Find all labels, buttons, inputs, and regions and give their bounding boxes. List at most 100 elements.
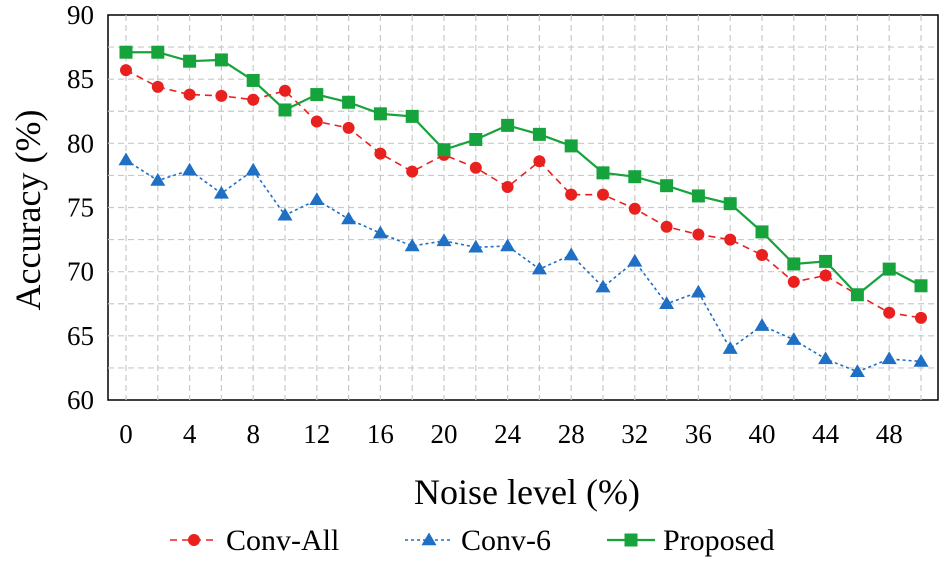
- x-tick-label: 48: [876, 419, 903, 449]
- data-point-proposed: [755, 225, 769, 239]
- data-point-conv-all: [151, 80, 164, 93]
- data-point-proposed: [310, 88, 324, 102]
- y-tick-label: 80: [67, 128, 94, 158]
- data-point-conv-all: [692, 228, 705, 241]
- data-point-conv-all: [787, 275, 800, 288]
- x-tick-label: 44: [812, 419, 840, 449]
- data-point-proposed: [278, 103, 292, 117]
- legend-marker-conv-6: [421, 532, 437, 546]
- x-tick-label: 36: [685, 419, 712, 449]
- data-point-conv-all: [310, 115, 323, 128]
- data-point-conv-all: [247, 93, 260, 106]
- x-tick-label: 32: [621, 419, 648, 449]
- data-point-proposed: [819, 254, 833, 268]
- y-tick-label: 90: [67, 0, 94, 30]
- data-point-conv-6: [531, 261, 547, 275]
- data-point-proposed: [405, 109, 419, 123]
- y-tick-label: 75: [67, 193, 94, 223]
- data-point-proposed: [469, 132, 483, 146]
- grid: [108, 15, 938, 400]
- data-point-conv-all: [565, 188, 578, 201]
- data-point-conv-6: [500, 238, 516, 252]
- data-point-conv-all: [915, 311, 927, 324]
- data-point-proposed: [119, 45, 133, 59]
- data-point-conv-all: [120, 64, 132, 77]
- legend-item-proposed: Proposed: [607, 524, 775, 557]
- data-point-conv-6: [309, 192, 325, 206]
- data-point-conv-6: [150, 173, 166, 186]
- data-point-proposed: [501, 118, 515, 132]
- data-point-conv-all: [533, 155, 546, 168]
- data-point-conv-6: [786, 332, 802, 345]
- data-point-proposed: [214, 53, 228, 67]
- y-tick-label: 85: [67, 64, 94, 94]
- data-point-proposed: [850, 288, 864, 302]
- data-point-conv-all: [469, 161, 482, 174]
- legend-item-conv-6: Conv-6: [405, 524, 551, 557]
- data-point-conv-all: [660, 220, 673, 233]
- legend-label-conv-all: Conv-All: [226, 524, 339, 557]
- series-line-conv-6: [125, 159, 922, 373]
- legend-marker-conv-all: [188, 534, 200, 546]
- data-point-proposed: [437, 143, 451, 157]
- data-point-conv-6: [372, 225, 388, 239]
- data-point-conv-all: [279, 84, 291, 97]
- data-point-conv-6: [563, 247, 579, 261]
- x-tick-labels: 0 4 8 12 16 20 24 28 32 36 40 44 48: [119, 419, 902, 449]
- legend-item-conv-all: Conv-All: [170, 524, 339, 557]
- y-tick-label: 70: [67, 257, 94, 287]
- data-point-conv-all: [883, 306, 896, 319]
- legend-marker-proposed: [624, 533, 638, 547]
- data-point-conv-6: [659, 296, 675, 309]
- legend-label-conv-6: Conv-6: [461, 524, 551, 557]
- x-tick-label: 40: [749, 419, 776, 449]
- y-tick-label: 65: [67, 321, 94, 351]
- data-point-conv-6: [213, 185, 229, 199]
- data-point-proposed: [691, 189, 705, 203]
- series-conv-all: [120, 64, 927, 324]
- x-tick-label: 8: [246, 419, 260, 449]
- data-point-proposed: [723, 197, 737, 211]
- data-point-conv-all: [342, 121, 355, 134]
- data-point-conv-all: [724, 233, 737, 246]
- data-point-conv-6: [913, 354, 929, 367]
- data-point-conv-6: [182, 162, 198, 176]
- data-point-conv-all: [374, 147, 387, 160]
- data-point-proposed: [787, 257, 801, 271]
- data-point-proposed: [183, 54, 197, 68]
- data-point-proposed: [532, 127, 546, 141]
- data-point-conv-all: [756, 248, 768, 261]
- y-axis-label: Accuracy (%): [8, 110, 48, 311]
- data-point-proposed: [373, 107, 387, 121]
- y-tick-labels: 60 65 70 75 80 85 90: [67, 0, 94, 415]
- data-point-conv-6: [818, 351, 834, 365]
- data-point-conv-all: [183, 88, 196, 101]
- x-tick-label: 12: [303, 419, 330, 449]
- series-layer: [118, 45, 929, 378]
- data-point-conv-all: [819, 269, 832, 282]
- data-point-conv-6: [277, 207, 293, 221]
- series-proposed: [119, 45, 928, 302]
- legend: Conv-All Conv-6 Proposed: [170, 524, 775, 557]
- data-point-proposed: [246, 73, 260, 87]
- data-point-conv-6: [849, 364, 865, 378]
- series-conv-6: [118, 152, 929, 378]
- data-point-proposed: [914, 279, 928, 293]
- data-point-proposed: [151, 45, 165, 59]
- data-point-proposed: [564, 139, 578, 153]
- x-tick-label: 16: [367, 419, 394, 449]
- data-point-conv-6: [468, 239, 484, 253]
- data-point-proposed: [342, 95, 356, 109]
- legend-label-proposed: Proposed: [663, 524, 775, 557]
- x-tick-label: 20: [431, 419, 458, 449]
- data-point-conv-all: [628, 202, 641, 215]
- x-tick-label: 28: [558, 419, 585, 449]
- data-point-proposed: [660, 179, 674, 193]
- data-point-conv-all: [406, 165, 419, 178]
- data-point-conv-6: [722, 341, 738, 354]
- data-point-conv-all: [215, 89, 228, 102]
- data-point-proposed: [628, 170, 642, 184]
- x-tick-label: 4: [183, 419, 197, 449]
- x-tick-label: 0: [119, 419, 133, 449]
